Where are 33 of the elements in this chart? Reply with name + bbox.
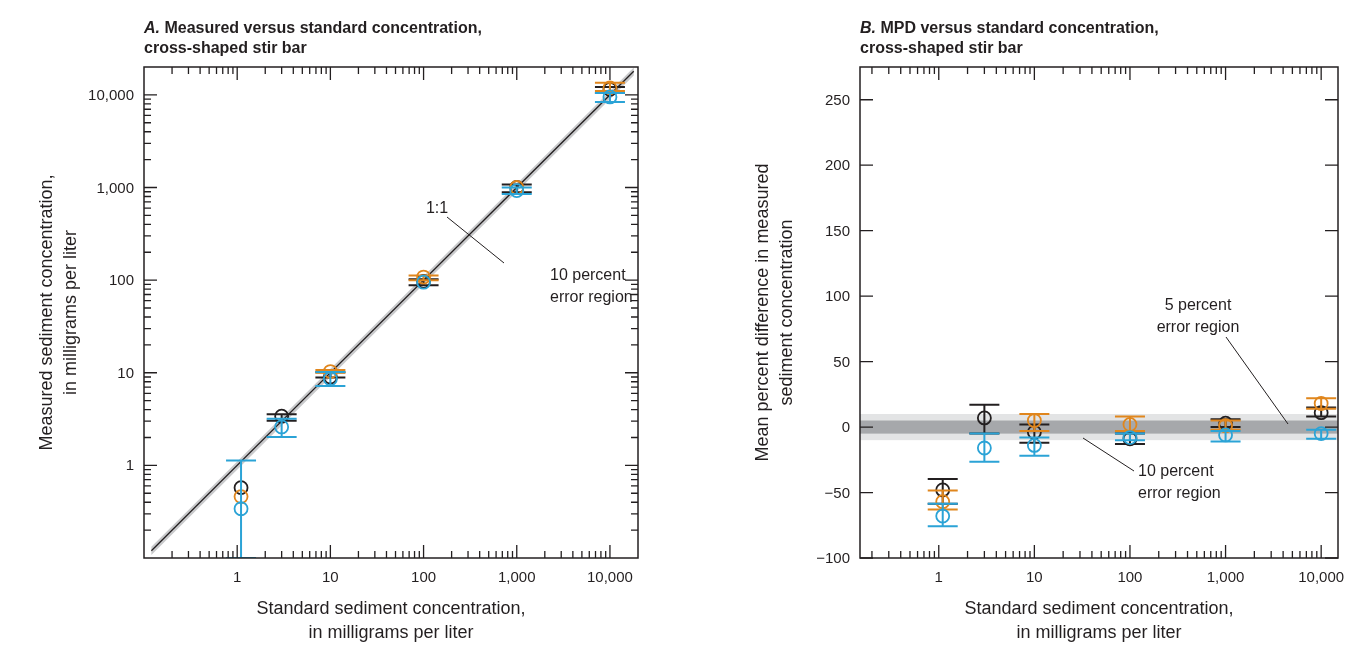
y-tick-label: −50 <box>824 483 850 501</box>
x-tick-label: 1 <box>233 568 242 585</box>
band-label: 5 percent error region <box>1156 296 1240 335</box>
y-tick-label: 10 <box>117 363 134 381</box>
y-tick-label: 1 <box>125 456 134 474</box>
y-tick-label: 200 <box>824 156 850 174</box>
y-tick-label: 250 <box>824 90 850 108</box>
y-tick-label: 10,000 <box>88 85 134 103</box>
annotation: 1:1 <box>425 199 449 216</box>
y-tick-label: 100 <box>824 287 850 305</box>
chart-title: B. MPD versus standard concentration, cross-shaped stir bar <box>860 19 1159 56</box>
x-tick-label: 10 <box>1026 568 1043 585</box>
x-tick-label: 1,000 <box>497 568 536 585</box>
x-axis-title: Standard sediment concentration, in milligrams per liter <box>964 598 1234 642</box>
y-tick-label: 0 <box>841 418 850 436</box>
x-tick-label: 10,000 <box>1298 568 1345 585</box>
x-tick-label: 10 <box>322 568 339 585</box>
band-label: 10 percent error region <box>1138 462 1221 501</box>
x-tick-label: 10,000 <box>587 568 633 585</box>
y-axis-title: Measured sediment concentration, in milligrams per liter <box>36 174 80 451</box>
y-tick-label: −100 <box>816 549 850 566</box>
y-tick-label: 100 <box>108 271 134 289</box>
x-axis-title: Standard sediment concentration, in milligrams per liter <box>256 598 526 642</box>
y-tick-label: 1,000 <box>96 178 134 196</box>
y-tick-label: 150 <box>824 221 850 239</box>
x-tick-label: 1 <box>934 568 943 585</box>
chart-title: A. Measured versus standard concentration, cross-shaped stir bar <box>143 19 482 56</box>
y-tick-label: 50 <box>833 352 850 370</box>
x-tick-label: 1,000 <box>1206 568 1245 585</box>
x-tick-label: 100 <box>411 568 437 585</box>
x-tick-label: 100 <box>1117 568 1143 585</box>
y-axis-title: Mean percent difference in measured sediment concentration <box>752 163 796 462</box>
annotation: 10 percent error region <box>550 266 633 305</box>
